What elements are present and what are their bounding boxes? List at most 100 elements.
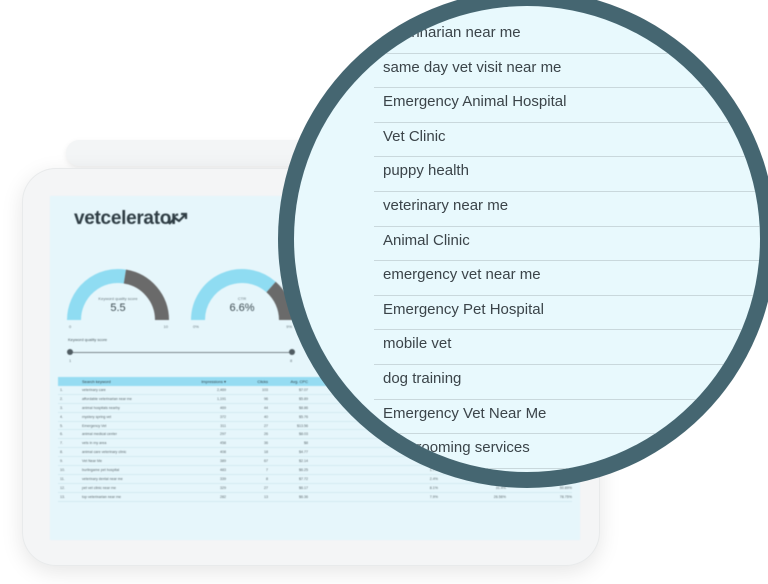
table-cell: 8.	[60, 450, 63, 455]
gauge-min: 0%	[193, 324, 199, 329]
table-cell: $6.25	[299, 467, 308, 472]
magnifier-lens: veterinarian near me same day vet visit n…	[294, 6, 760, 472]
gauge-value: 6.6%	[229, 302, 255, 314]
keyword-list-item: dog training	[374, 365, 760, 400]
table-cell: 78.75%	[559, 494, 572, 499]
table-cell: 339	[220, 476, 226, 481]
table-header-cell: Search keyword	[82, 379, 111, 384]
table-cell: 44	[264, 405, 268, 410]
gauge-fill-arc	[191, 269, 276, 321]
table-cell: 26.56%	[493, 494, 506, 499]
slider-min-handle[interactable]	[67, 349, 73, 355]
table-cell: 13	[264, 494, 268, 499]
table-cell: $8.03	[299, 432, 308, 437]
table-cell: 11.	[60, 476, 65, 481]
table-cell: 483	[220, 467, 226, 472]
table-cell: 8.1%	[429, 485, 438, 490]
keyword-quality-slider[interactable]: Keyword quality score 1 8	[66, 335, 298, 367]
table-cell: $6.17	[299, 485, 308, 490]
gauge-label: Keyword quality score	[98, 296, 138, 301]
keyword-list-item: veterinarian near me	[374, 19, 760, 54]
table-cell: Emergency Vet	[82, 423, 107, 428]
table-cell: 50.89%	[559, 485, 572, 490]
table-cell: animal medical center	[82, 432, 117, 437]
table-row: 12. pet vet clinic near me 329 27 $6.17 8.1% 3…	[58, 484, 572, 493]
table-cell: 458	[220, 441, 226, 446]
table-cell: 8	[266, 476, 268, 481]
gauge-ctr: CTR 6.6% 0% 9%	[190, 268, 294, 338]
table-cell: 2,469	[217, 387, 226, 392]
vetcelerator-logo: vetcelerator	[74, 208, 179, 229]
table-cell: $8.86	[299, 405, 308, 410]
table-cell: vets in my area	[82, 441, 107, 446]
table-cell: $5.76	[299, 414, 308, 419]
table-cell: mystery spring vet	[82, 414, 112, 419]
gauge-keyword-quality: Keyword quality score 5.5 0 10	[66, 268, 170, 338]
table-cell: animal hospitals nearby	[82, 405, 120, 410]
gauge-remaining-arc	[266, 281, 293, 321]
table-cell: animal care veterinary clinic	[82, 450, 127, 455]
table-cell: 469	[220, 405, 226, 410]
table-cell: 96	[264, 396, 268, 401]
table-cell: 1.	[60, 387, 63, 392]
table-cell: $7.07	[299, 387, 308, 392]
table-cell: 4.	[60, 414, 63, 419]
trend-arrow-icon	[168, 212, 188, 225]
table-cell: $2.14	[299, 459, 308, 464]
table-cell: 408	[220, 450, 226, 455]
table-cell: 329	[220, 485, 226, 490]
keyword-list-item: puppy health	[374, 157, 760, 192]
table-cell: 12.	[60, 485, 65, 490]
keyword-list-item: mobile vet	[374, 330, 760, 365]
keyword-list-item: Emergency Pet Hospital	[374, 296, 760, 331]
table-cell: $8	[304, 441, 308, 446]
table-cell: 13.	[60, 494, 65, 499]
keyword-list-item: Vet Clinic	[374, 123, 760, 158]
slider-max-handle[interactable]	[289, 349, 295, 355]
table-cell: $4.77	[299, 450, 308, 455]
gauge-max: 9%	[286, 324, 292, 329]
keyword-list-item: Emergency Animal Hospital	[374, 88, 760, 123]
table-cell: 297	[220, 432, 226, 437]
table-header-cell: Clicks	[257, 379, 268, 384]
table-cell: $6.36	[299, 494, 308, 499]
table-cell: 67	[264, 459, 268, 464]
table-cell: 7.	[60, 441, 63, 446]
slider-max-value: 8	[290, 358, 293, 363]
table-cell: 2.4%	[429, 476, 438, 481]
table-cell: 3.	[60, 405, 63, 410]
keyword-list-item: same day vet visit near me	[374, 54, 760, 89]
table-cell: veterinary care	[82, 387, 106, 392]
table-cell: 2.	[60, 396, 63, 401]
table-cell: 1,191	[217, 396, 226, 401]
table-cell: $5.89	[299, 396, 308, 401]
table-cell: 31.4%	[495, 485, 506, 490]
table-cell: veterinary dental near me	[82, 476, 123, 481]
table-header-cell: Avg. CPC	[290, 379, 309, 384]
gauge-remaining-arc	[123, 269, 169, 321]
slider-label: Keyword quality score	[68, 337, 108, 342]
table-cell: $7.72	[299, 476, 308, 481]
gauge-label: CTR	[237, 296, 247, 301]
table-cell: $13.56	[297, 423, 308, 428]
table-cell: 311	[220, 423, 226, 428]
keyword-list-item: pet grooming services	[374, 434, 760, 469]
gauge-max: 10	[163, 324, 168, 329]
table-cell: 26	[264, 432, 268, 437]
table-cell: 27	[264, 485, 268, 490]
table-header-cell[interactable]: Impressions ▾	[201, 379, 226, 384]
slider-min-value: 1	[69, 358, 72, 363]
table-cell: pet vet clinic near me	[82, 485, 116, 490]
table-cell: 6.	[60, 432, 63, 437]
table-cell: 372	[220, 414, 226, 419]
table-cell: 5.	[60, 423, 63, 428]
gauge-arc	[67, 269, 169, 321]
table-cell: 389	[220, 459, 226, 464]
slider-track[interactable]	[70, 352, 292, 353]
magnified-keyword-list: veterinarian near me same day vet visit n…	[374, 19, 760, 469]
gauge-arc	[191, 269, 293, 321]
table-cell: 18	[264, 450, 268, 455]
table-cell: 36	[264, 441, 268, 446]
keyword-list-item: Emergency Vet Near Me	[374, 400, 760, 435]
keyword-list-item: emergency vet near me	[374, 261, 760, 296]
